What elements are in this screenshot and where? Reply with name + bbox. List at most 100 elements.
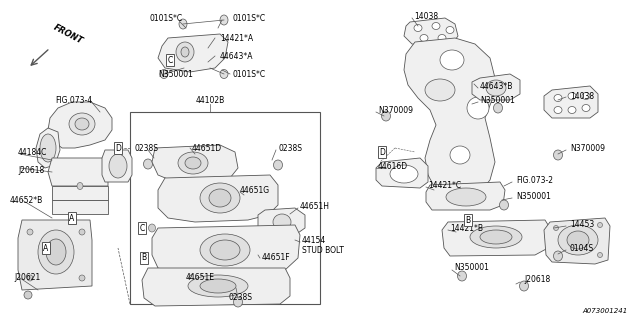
Ellipse shape (200, 279, 236, 293)
Text: A: A (69, 213, 75, 222)
Text: 0238S: 0238S (278, 143, 302, 153)
Ellipse shape (598, 252, 602, 258)
Ellipse shape (554, 251, 563, 261)
Text: 14421*A: 14421*A (220, 34, 253, 43)
Ellipse shape (46, 239, 66, 265)
Polygon shape (544, 86, 598, 118)
Ellipse shape (273, 214, 291, 230)
Ellipse shape (446, 188, 486, 206)
Ellipse shape (181, 47, 189, 57)
Ellipse shape (40, 134, 56, 162)
Ellipse shape (178, 152, 208, 174)
Ellipse shape (446, 27, 454, 34)
Polygon shape (404, 38, 495, 198)
Text: J20618: J20618 (524, 276, 550, 284)
Text: STUD BOLT: STUD BOLT (302, 245, 344, 254)
Ellipse shape (470, 226, 522, 248)
Ellipse shape (109, 154, 127, 178)
Ellipse shape (493, 103, 502, 113)
Ellipse shape (554, 94, 562, 101)
Ellipse shape (568, 107, 576, 114)
Ellipse shape (148, 224, 156, 232)
Text: N370009: N370009 (570, 143, 605, 153)
Polygon shape (52, 186, 108, 200)
Ellipse shape (556, 252, 561, 258)
Text: A073001241: A073001241 (583, 308, 628, 314)
Ellipse shape (220, 69, 228, 78)
Text: FRONT: FRONT (52, 23, 84, 46)
Polygon shape (404, 18, 458, 46)
Ellipse shape (554, 150, 563, 160)
Text: 44643*A: 44643*A (220, 52, 253, 60)
Polygon shape (152, 225, 300, 275)
Text: 44651F: 44651F (262, 253, 291, 262)
Ellipse shape (200, 183, 240, 213)
Ellipse shape (390, 165, 418, 183)
Text: C: C (168, 55, 173, 65)
Ellipse shape (520, 281, 529, 291)
Ellipse shape (558, 225, 598, 255)
Polygon shape (48, 102, 112, 148)
Text: D: D (115, 143, 121, 153)
Polygon shape (426, 182, 505, 210)
Ellipse shape (554, 107, 562, 114)
Polygon shape (52, 200, 108, 214)
Text: 14453: 14453 (570, 220, 595, 228)
Bar (130, 112, 320, 304)
Ellipse shape (467, 97, 489, 119)
Ellipse shape (179, 19, 187, 29)
Polygon shape (442, 220, 550, 256)
Text: FIG.073-2: FIG.073-2 (516, 175, 553, 185)
Text: N350001: N350001 (516, 191, 551, 201)
Text: D: D (379, 148, 385, 156)
Polygon shape (376, 158, 428, 188)
Ellipse shape (234, 297, 243, 307)
Text: 14421*C: 14421*C (428, 180, 461, 189)
Text: 44184C: 44184C (18, 148, 47, 156)
Text: N350001: N350001 (158, 69, 193, 78)
Text: 0104S: 0104S (570, 244, 594, 252)
Ellipse shape (185, 157, 201, 169)
Ellipse shape (176, 42, 194, 62)
Ellipse shape (69, 113, 95, 135)
Text: 44154: 44154 (302, 236, 326, 244)
Text: N350001: N350001 (480, 95, 515, 105)
Ellipse shape (480, 230, 512, 244)
Text: 14038: 14038 (570, 92, 594, 100)
Text: 44651H: 44651H (300, 202, 330, 211)
Ellipse shape (432, 22, 440, 29)
Text: 44651E: 44651E (186, 274, 215, 283)
Text: 44652*B: 44652*B (10, 196, 44, 204)
Ellipse shape (582, 105, 590, 111)
Polygon shape (158, 175, 278, 222)
Text: A: A (44, 244, 49, 252)
Polygon shape (258, 208, 305, 235)
Ellipse shape (486, 80, 506, 96)
Ellipse shape (273, 160, 282, 170)
Polygon shape (152, 145, 238, 182)
Ellipse shape (27, 275, 33, 281)
Ellipse shape (79, 275, 85, 281)
Text: 0101S*C: 0101S*C (150, 13, 183, 22)
Ellipse shape (554, 226, 559, 230)
Text: FIG.073-4: FIG.073-4 (55, 95, 92, 105)
Text: 0238S: 0238S (228, 293, 252, 302)
Text: N350001: N350001 (454, 263, 489, 273)
Ellipse shape (420, 35, 428, 42)
Text: J20621: J20621 (14, 274, 40, 283)
Ellipse shape (598, 222, 602, 228)
Ellipse shape (291, 237, 299, 246)
Ellipse shape (143, 159, 152, 169)
Ellipse shape (438, 35, 446, 42)
Ellipse shape (77, 182, 83, 189)
Text: 44616D: 44616D (378, 162, 408, 171)
Ellipse shape (567, 231, 589, 249)
Ellipse shape (414, 25, 422, 31)
Ellipse shape (160, 69, 168, 78)
Text: N370009: N370009 (378, 106, 413, 115)
Text: 44643*B: 44643*B (480, 82, 513, 91)
Text: J20618: J20618 (18, 165, 44, 174)
Polygon shape (142, 268, 290, 306)
Ellipse shape (209, 189, 231, 207)
Polygon shape (18, 220, 92, 290)
